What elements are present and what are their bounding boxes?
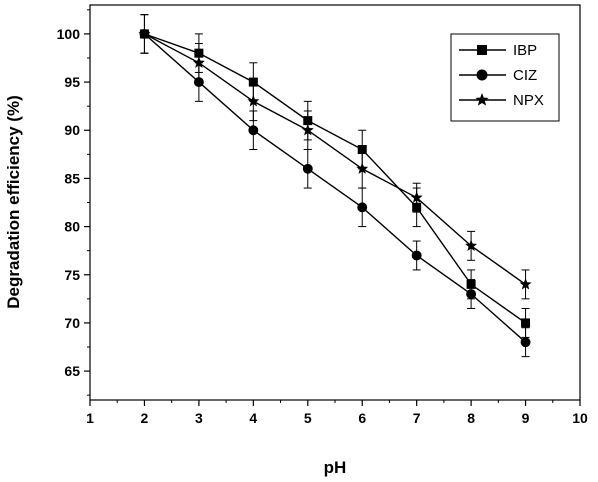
legend-marker xyxy=(476,69,488,81)
x-tick-label: 8 xyxy=(467,410,475,426)
x-tick-label: 10 xyxy=(572,410,588,426)
y-axis-title: Degradation efficiency (%) xyxy=(4,95,23,309)
data-point xyxy=(247,95,260,107)
data-point xyxy=(410,191,423,203)
legend-label: IBP xyxy=(513,42,537,59)
data-point xyxy=(519,278,532,290)
data-point xyxy=(465,239,478,251)
y-tick-label: 95 xyxy=(64,74,80,90)
legend-item-npx: NPX xyxy=(459,92,544,109)
x-tick-label: 5 xyxy=(304,410,312,426)
series-npx xyxy=(138,14,532,300)
legend-label: CIZ xyxy=(513,67,537,84)
data-point xyxy=(520,337,531,348)
data-point xyxy=(138,27,151,39)
data-point xyxy=(466,289,477,299)
data-point xyxy=(411,250,422,261)
x-tick-label: 7 xyxy=(413,410,421,426)
y-tick-label: 75 xyxy=(64,267,80,283)
series-line xyxy=(144,33,526,285)
y-tick-label: 65 xyxy=(64,363,80,379)
y-tick-label: 80 xyxy=(64,219,80,235)
x-tick-label: 2 xyxy=(141,410,149,426)
series-line xyxy=(144,33,526,324)
data-point xyxy=(301,123,314,136)
data-point xyxy=(302,163,313,174)
x-tick-label: 9 xyxy=(522,410,530,426)
y-tick-label: 70 xyxy=(64,315,80,331)
data-point xyxy=(521,318,531,328)
series-line xyxy=(143,33,527,343)
y-tick-label: 90 xyxy=(64,122,80,138)
legend-items: IBP CIZ NPX xyxy=(459,42,544,109)
legend-label: NPX xyxy=(513,92,544,109)
data-point xyxy=(357,202,368,213)
data-point xyxy=(192,56,205,68)
legend-item-ibp: IBP xyxy=(459,42,537,59)
legend-item-ciz: CIZ xyxy=(459,67,537,84)
x-axis-title: pH xyxy=(324,458,347,477)
legend: IBP CIZ NPX xyxy=(450,33,560,122)
x-tick-label: 3 xyxy=(195,410,203,426)
y-tick-label: 85 xyxy=(64,170,80,186)
x-tick-label: 4 xyxy=(249,410,257,426)
legend-box xyxy=(450,33,560,122)
x-axis: 1 2 3 4 5 6 7 8 9 10 xyxy=(86,400,588,426)
data-point xyxy=(248,125,259,136)
x-tick-label: 1 xyxy=(86,410,94,426)
series-layer xyxy=(138,14,532,358)
y-axis: 65 70 75 80 85 90 95 100 xyxy=(57,9,90,396)
legend-marker xyxy=(475,93,489,106)
x-tick-label: 6 xyxy=(358,410,366,426)
data-point xyxy=(356,162,369,174)
legend-marker xyxy=(477,45,487,55)
y-tick-label: 100 xyxy=(57,26,81,42)
